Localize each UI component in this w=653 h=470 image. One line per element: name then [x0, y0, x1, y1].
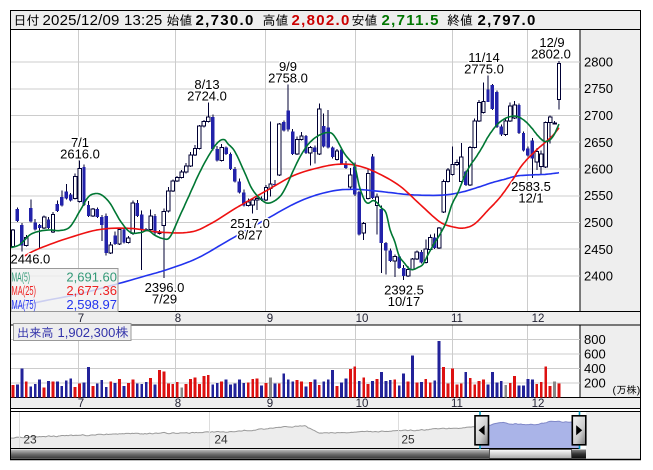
svg-text:23: 23: [23, 433, 37, 447]
svg-text:2450: 2450: [584, 242, 613, 257]
svg-text:7/1: 7/1: [71, 135, 89, 150]
svg-text:2,598.97: 2,598.97: [66, 297, 117, 312]
svg-text:600: 600: [584, 347, 606, 362]
svg-text:9/9: 9/9: [279, 59, 297, 74]
svg-text:2517.0: 2517.0: [230, 216, 270, 231]
svg-text:2,730.0: 2,730.0: [196, 12, 255, 29]
svg-text:2392.5: 2392.5: [384, 283, 424, 298]
svg-text:10: 10: [356, 313, 369, 325]
svg-text:9: 9: [267, 313, 273, 325]
svg-text:2,797.0: 2,797.0: [478, 12, 537, 29]
svg-text:2,802.0: 2,802.0: [292, 12, 351, 29]
svg-text:2446.0: 2446.0: [11, 252, 51, 267]
svg-text:2025/12/09 13:25: 2025/12/09 13:25: [43, 12, 163, 29]
svg-text:10: 10: [356, 398, 369, 410]
svg-text:2396.0: 2396.0: [145, 280, 185, 295]
svg-text:200: 200: [584, 376, 606, 391]
svg-text:2,711.5: 2,711.5: [382, 12, 440, 29]
svg-text:12: 12: [532, 313, 545, 325]
svg-text:2650: 2650: [584, 135, 613, 150]
svg-text:2550: 2550: [584, 188, 613, 203]
svg-text:7: 7: [78, 398, 84, 410]
svg-text:12/1: 12/1: [518, 190, 543, 205]
svg-text:8: 8: [175, 313, 181, 325]
svg-text:2750: 2750: [584, 81, 613, 96]
svg-text:2,691.60: 2,691.60: [66, 269, 117, 284]
svg-text:7: 7: [78, 313, 84, 325]
svg-text:12: 12: [532, 398, 545, 410]
svg-text:8: 8: [175, 398, 181, 410]
svg-text:MA(25): MA(25): [12, 283, 37, 298]
svg-text:9: 9: [267, 398, 273, 410]
svg-text:11: 11: [451, 398, 463, 410]
svg-text:11/14: 11/14: [468, 50, 500, 65]
svg-text:2,677.36: 2,677.36: [66, 283, 117, 298]
svg-text:8/13: 8/13: [194, 77, 219, 92]
svg-text:2400: 2400: [584, 269, 613, 284]
svg-text:2800: 2800: [584, 55, 613, 70]
svg-text:2775.0: 2775.0: [464, 61, 504, 76]
svg-text:2616.0: 2616.0: [60, 147, 100, 162]
svg-text:10/17: 10/17: [388, 294, 421, 309]
svg-text:1,902,300: 1,902,300: [58, 325, 116, 340]
svg-text:2583.5: 2583.5: [511, 179, 551, 194]
svg-text:2500: 2500: [584, 215, 613, 230]
svg-text:12/9: 12/9: [539, 35, 564, 50]
svg-text:400: 400: [584, 361, 606, 376]
svg-text:2724.0: 2724.0: [187, 89, 227, 104]
svg-text:11: 11: [451, 313, 463, 325]
svg-text:2600: 2600: [584, 162, 613, 177]
svg-text:24: 24: [214, 433, 228, 447]
svg-text:2802.0: 2802.0: [531, 47, 571, 62]
svg-text:800: 800: [584, 332, 606, 347]
svg-text:2700: 2700: [584, 108, 613, 123]
svg-text:8/27: 8/27: [237, 227, 262, 242]
svg-text:MA(75): MA(75): [12, 297, 37, 312]
svg-text:(: (: [613, 385, 617, 397]
svg-text:25: 25: [401, 433, 415, 447]
svg-text:7/29: 7/29: [152, 292, 177, 307]
svg-text:2758.0: 2758.0: [268, 71, 308, 86]
svg-text:): ): [637, 385, 641, 397]
svg-text:MA(5): MA(5): [12, 269, 31, 284]
